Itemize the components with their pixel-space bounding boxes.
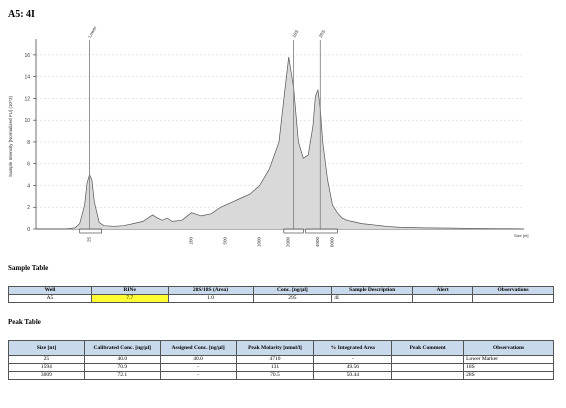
sample-header-alert: Alert [412, 286, 474, 295]
peak-header-integrated-area: % Integrated Area [313, 340, 393, 356]
peak-table: Size [nt] Calibrated Conc. [ng/µl] Assig… [8, 340, 554, 380]
sample-observations [472, 294, 554, 303]
sample-header-well: Well [8, 286, 92, 295]
peak-cell [391, 363, 465, 372]
x-tick-label: 6000 [329, 237, 334, 248]
sample-header-rine: RINe [90, 286, 169, 295]
table-row: 3009 72.1 - 70.5 50.44 28S [8, 371, 554, 380]
y-tick-label: 4 [27, 183, 30, 189]
sample-table-title: Sample Table [8, 264, 49, 272]
sample-rine: 7.7 [90, 294, 169, 303]
x-tick-label: 1000 [257, 237, 262, 248]
sample-table-header: Well RINe 28S/18S (Area) Conc. [ng/µl] S… [8, 286, 554, 295]
x-tick-label: 2000 [286, 237, 291, 248]
peak-label: 28S [318, 29, 326, 38]
y-tick-label: 6 [27, 162, 30, 168]
table-row: 1594 70.9 - 131 49.56 18S [8, 363, 554, 372]
sample-well: A5 [8, 294, 92, 303]
sample-ratio: 1.0 [167, 294, 254, 303]
peak-header-comment: Peak Comment [391, 340, 465, 356]
trace-area [36, 57, 522, 229]
sample-table: Well RINe 28S/18S (Area) Conc. [ng/µl] S… [8, 286, 554, 303]
peak-cell: 131 [235, 363, 315, 372]
peak-cell: 72.1 [83, 371, 161, 380]
peak-label: Lower [87, 25, 98, 39]
y-axis-label: Sample Intensity [Normalized FU] (10^3) [8, 96, 13, 177]
sample-header-description: Sample Description [331, 286, 414, 295]
peak-cell: 1594 [8, 363, 85, 372]
peak-cell: 4710 [235, 355, 315, 364]
peak-cell: 70.5 [235, 371, 315, 380]
x-tick-label: 4000 [315, 237, 320, 248]
x-axis-label: Size [nt] [514, 233, 528, 238]
page-title: A5: 4I [8, 9, 35, 20]
peak-cell: 40.0 [159, 355, 237, 364]
y-tick-label: 12 [24, 96, 30, 102]
peak-cell: 50.44 [313, 371, 393, 380]
peak-header-calibrated-conc: Calibrated Conc. [ng/µl] [83, 340, 161, 356]
electropherogram-chart: 0 2 4 6 8 10 12 14 16 Sample Intensity [Normalize… [8, 25, 528, 248]
peak-table-header: Size [nt] Calibrated Conc. [ng/µl] Assig… [8, 340, 554, 356]
sample-header-ratio: 28S/18S (Area) [167, 286, 254, 295]
sample-header-observations: Observations [472, 286, 554, 295]
peak-cell [391, 355, 465, 364]
x-tick-label: 200 [189, 237, 194, 245]
peak-cell: 70.9 [83, 363, 161, 372]
peak-cell: Lower Marker [463, 355, 554, 364]
y-tick-label: 14 [24, 75, 30, 81]
y-tick-label: 16 [24, 53, 30, 59]
peak-header-assigned-conc: Assigned Conc. [ng/µl] [159, 340, 237, 356]
integration-bracket [283, 228, 304, 234]
table-row: 25 40.0 40.0 4710 - Lower Marker [8, 355, 554, 364]
peak-cell: 18S [463, 363, 554, 372]
y-tick-label: 2 [27, 205, 30, 211]
peak-cell: 40.0 [83, 355, 161, 364]
peak-cell: - [313, 355, 393, 364]
peak-cell: 25 [8, 355, 85, 364]
y-tick-label: 0 [27, 227, 30, 233]
peak-header-size: Size [nt] [8, 340, 85, 356]
peak-cell: 49.56 [313, 363, 393, 372]
peak-header-observations: Observations [463, 340, 554, 356]
peak-header-molarity: Peak Molarity [nmol/l] [235, 340, 315, 356]
integration-bracket [305, 228, 338, 234]
y-tick-label: 8 [27, 140, 30, 146]
y-tick-label: 10 [24, 118, 30, 124]
integration-bracket [79, 228, 102, 234]
sample-conc: 295 [252, 294, 333, 303]
table-row: A5 7.7 1.0 295 4I [8, 294, 554, 303]
peak-cell [391, 371, 465, 380]
peak-table-title: Peak Table [8, 318, 41, 326]
peak-cell: 28S [463, 371, 554, 380]
peak-label: 18S [291, 29, 299, 38]
x-tick-label: 25 [86, 237, 91, 243]
peak-cell: - [159, 371, 237, 380]
trace-line [36, 57, 523, 230]
sample-description: 4I [331, 294, 414, 303]
peak-cell: 3009 [8, 371, 85, 380]
sample-alert [412, 294, 474, 303]
x-tick-label: 500 [223, 237, 228, 245]
sample-header-conc: Conc. [ng/µl] [252, 286, 333, 295]
peak-cell: - [159, 363, 237, 372]
